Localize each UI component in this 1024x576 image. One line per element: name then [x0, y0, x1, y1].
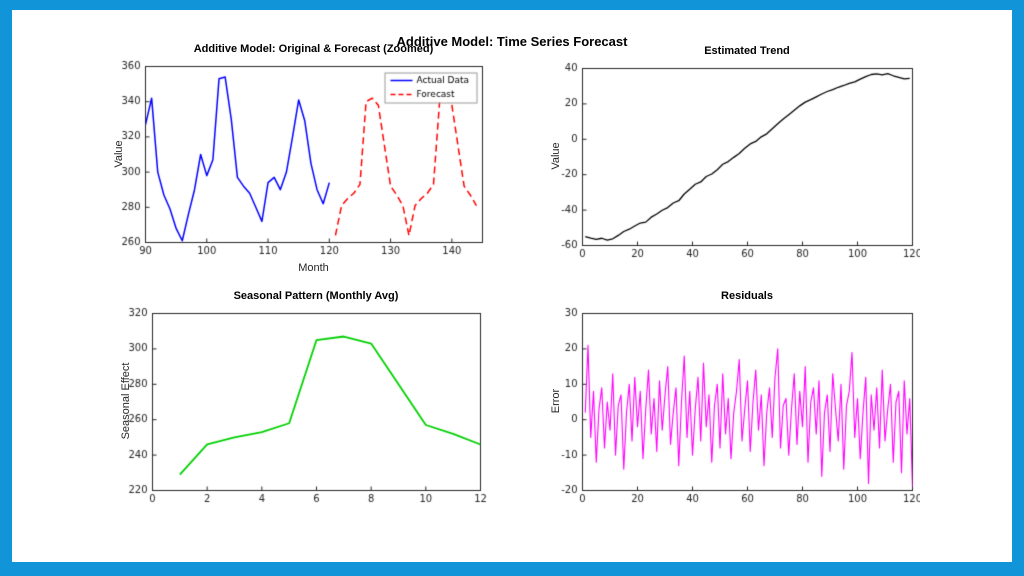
subplot-residuals-title: Residuals [721, 290, 773, 302]
seasonal-pattern-chart-canvas [112, 307, 488, 510]
subplot-trend-title: Estimated Trend [704, 45, 790, 57]
residuals-chart-canvas [542, 307, 920, 510]
estimated-trend-chart-canvas [542, 62, 920, 265]
subplot-seasonal-title: Seasonal Pattern (Monthly Avg) [233, 290, 399, 302]
figure-title: Additive Model: Time Series Forecast [396, 34, 628, 49]
zoomed-forecast-chart-canvas [105, 60, 490, 262]
subplot-zoomed-xlabel: Month [298, 262, 329, 274]
matlab-figure: Additive Model: Time Series Forecast Add… [12, 10, 1012, 562]
subplot-zoomed-title: Additive Model: Original & Forecast (Zoo… [193, 43, 434, 55]
